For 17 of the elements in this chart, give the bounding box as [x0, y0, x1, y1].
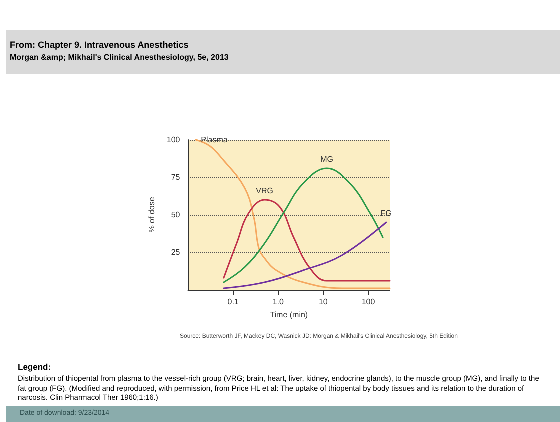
- y-tick-label: 50: [171, 210, 181, 220]
- x-tick-label: 1.0: [272, 298, 284, 306]
- x-tick-label: 100: [362, 298, 376, 306]
- series-label: Plasma: [201, 136, 228, 144]
- x-tick-label: 0.1: [228, 298, 240, 306]
- series-label: MG: [320, 155, 334, 164]
- y-tick-label: 100: [166, 136, 181, 144]
- x-tick-label: 10: [318, 298, 328, 306]
- series-label: FG: [380, 209, 392, 218]
- y-tick-label: 25: [171, 248, 181, 257]
- text: Morgan &amp; Mikhail's Clinical Anesthesiology, 5e, 2013: [10, 53, 230, 62]
- x-axis-title: Time (min): [270, 310, 308, 320]
- series-label: VRG: [256, 186, 274, 196]
- text: Legend:: [18, 362, 52, 372]
- text: From: Chapter 9. Intravenous Anesthetics: [10, 40, 190, 50]
- y-axis-title: % of dose: [148, 196, 156, 233]
- y-tick-label: 75: [171, 173, 181, 182]
